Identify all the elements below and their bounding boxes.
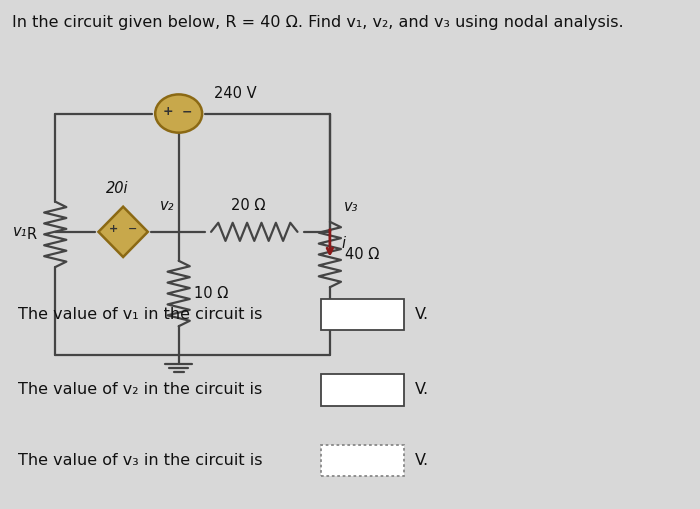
Text: +: +: [163, 105, 174, 118]
Text: 240 V: 240 V: [214, 86, 257, 101]
Text: The value of v₁ in the circuit is: The value of v₁ in the circuit is: [18, 307, 262, 322]
Text: v₁: v₁: [13, 224, 27, 239]
Circle shape: [155, 94, 202, 133]
Text: The value of v₂ in the circuit is: The value of v₂ in the circuit is: [18, 382, 262, 398]
Text: v₃: v₃: [344, 199, 358, 214]
FancyBboxPatch shape: [321, 299, 404, 330]
Text: +: +: [108, 224, 118, 234]
Text: 20 Ω: 20 Ω: [231, 197, 265, 213]
Text: v₂: v₂: [160, 197, 175, 213]
Text: V.: V.: [415, 453, 429, 468]
Text: The value of v₃ in the circuit is: The value of v₃ in the circuit is: [18, 453, 262, 468]
Text: 40 Ω: 40 Ω: [345, 247, 379, 262]
FancyBboxPatch shape: [321, 374, 404, 406]
Polygon shape: [99, 207, 148, 257]
Text: 20i: 20i: [106, 181, 128, 195]
Text: 10 Ω: 10 Ω: [194, 286, 228, 301]
Text: i: i: [341, 236, 345, 250]
Text: V.: V.: [415, 307, 429, 322]
Text: V.: V.: [415, 382, 429, 398]
Text: −: −: [128, 224, 138, 234]
FancyBboxPatch shape: [321, 445, 404, 476]
Text: −: −: [181, 105, 192, 118]
Text: In the circuit given below, R = 40 Ω. Find v₁, v₂, and v₃ using nodal analysis.: In the circuit given below, R = 40 Ω. Fi…: [12, 15, 624, 31]
Text: R: R: [27, 227, 37, 242]
